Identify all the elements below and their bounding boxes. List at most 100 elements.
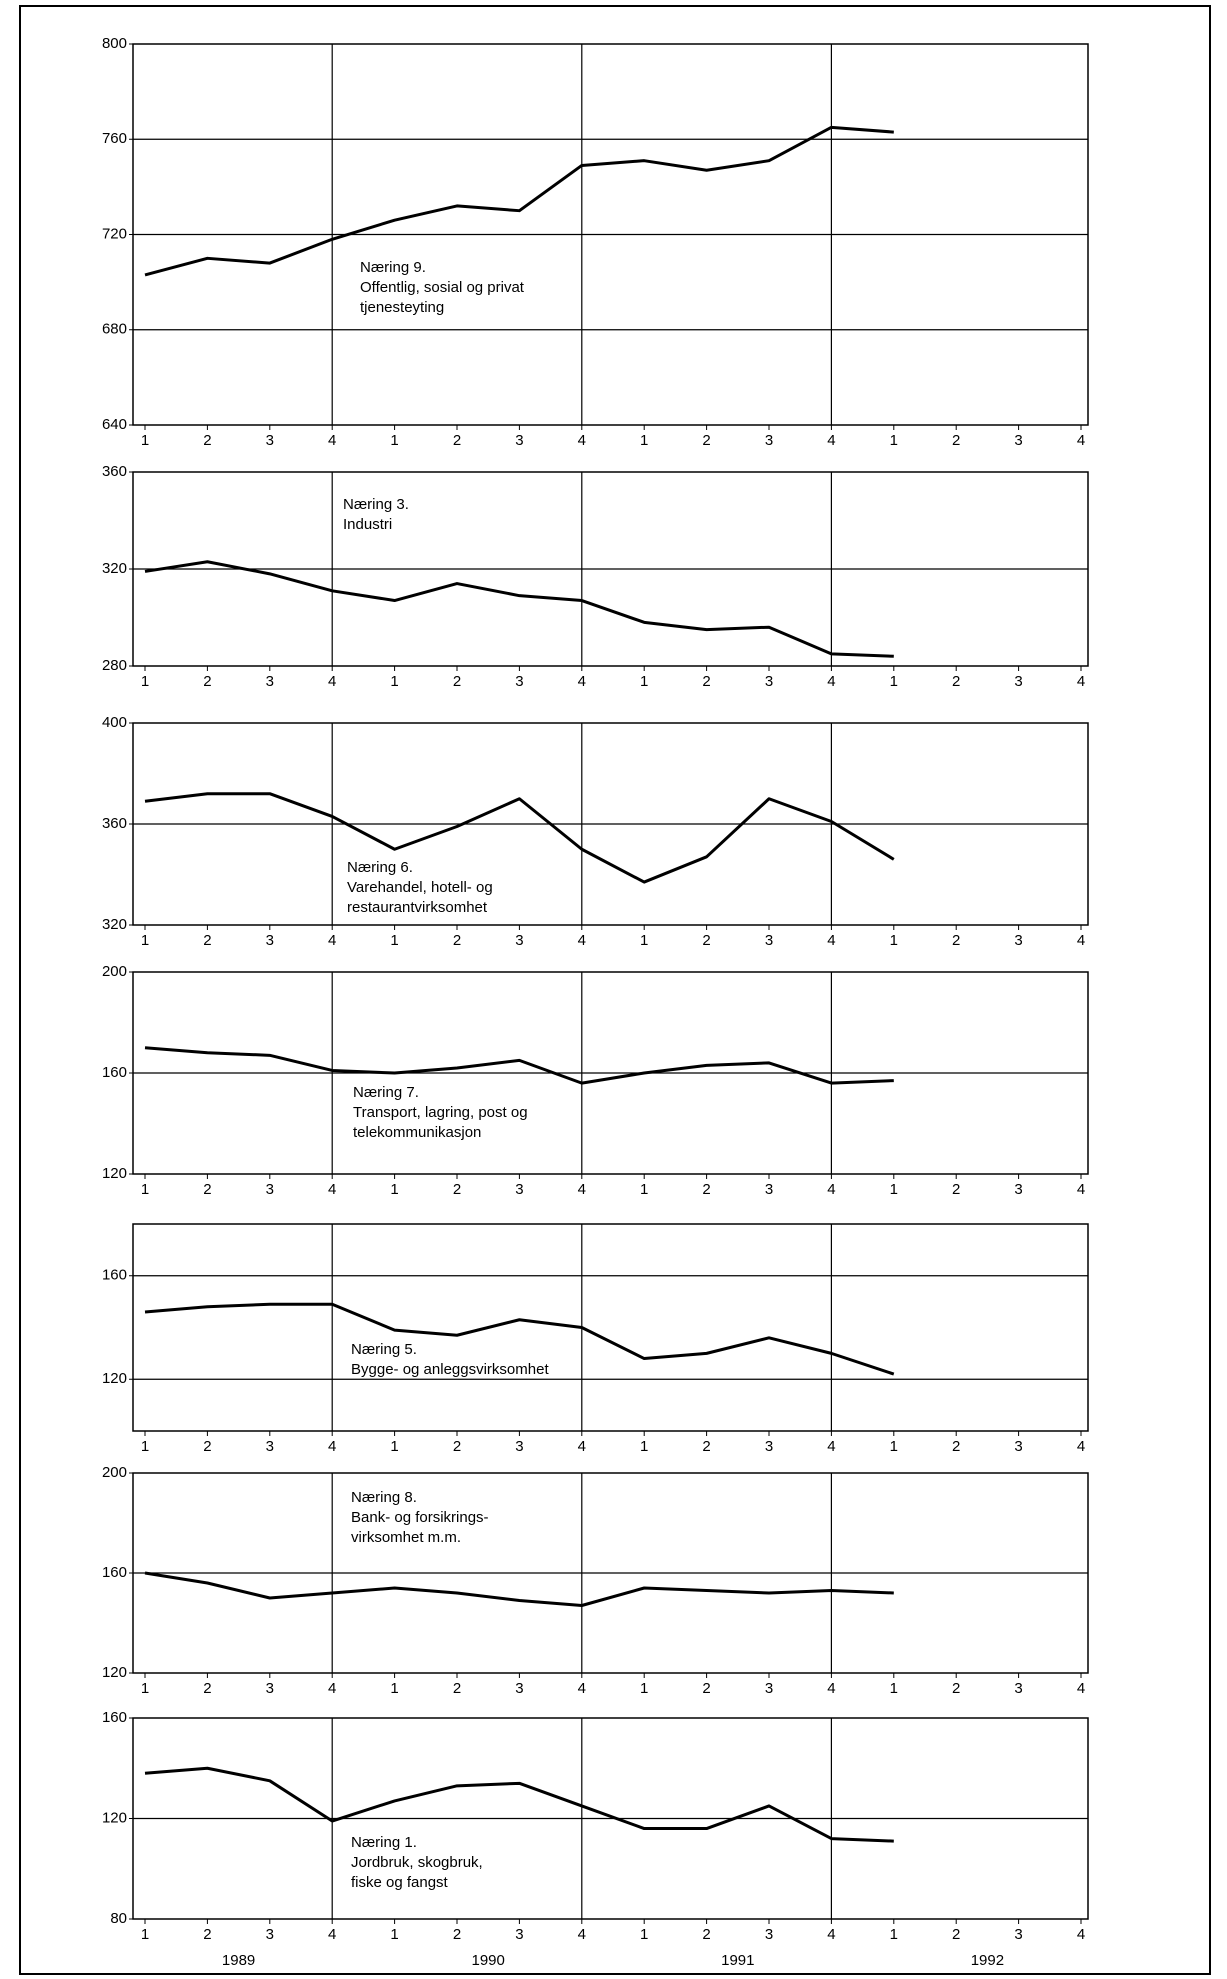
x-tick-label: 3 <box>1014 932 1022 949</box>
x-tick-label: 4 <box>578 1181 586 1198</box>
x-tick-label: 1 <box>390 1680 398 1697</box>
x-tick-label: 2 <box>702 1181 710 1198</box>
x-tick-label: 1 <box>640 1438 648 1455</box>
x-tick-label: 3 <box>1014 1926 1022 1943</box>
y-tick-label: 120 <box>102 1809 127 1826</box>
annotation: Jordbruk, skogbruk, <box>351 1854 483 1871</box>
x-tick-label: 3 <box>515 1181 523 1198</box>
x-tick-label: 4 <box>1077 1438 1085 1455</box>
plot-frame <box>132 1223 1089 1432</box>
x-tick-label: 2 <box>702 1438 710 1455</box>
y-tick-label: 280 <box>102 657 127 674</box>
annotation: telekommunikasjon <box>353 1124 481 1141</box>
x-tick-label: 2 <box>453 432 461 449</box>
y-tick-label: 360 <box>102 815 127 832</box>
x-tick-label: 1 <box>640 673 648 690</box>
x-tick-label: 1 <box>640 932 648 949</box>
annotation: Næring 7. <box>353 1084 419 1101</box>
x-tick-label: 3 <box>765 673 773 690</box>
y-tick-label: 760 <box>102 130 127 147</box>
data-line <box>144 1302 895 1376</box>
x-tick-label: 2 <box>453 932 461 949</box>
x-tick-label: 4 <box>328 432 336 449</box>
x-tick-label: 4 <box>328 1926 336 1943</box>
x-tick-label: 1 <box>890 1680 898 1697</box>
annotation: Bank- og forsikrings- <box>351 1509 489 1526</box>
x-tick-label: 3 <box>1014 1181 1022 1198</box>
x-tick-label: 2 <box>952 1926 960 1943</box>
x-tick-label: 4 <box>827 1181 835 1198</box>
x-tick-label: 3 <box>266 932 274 949</box>
x-tick-label: 1 <box>640 1926 648 1943</box>
x-tick-label: 4 <box>328 1181 336 1198</box>
x-tick-label: 2 <box>453 673 461 690</box>
x-tick-label: 1 <box>890 1181 898 1198</box>
x-tick-label: 4 <box>578 1926 586 1943</box>
x-tick-label: 2 <box>203 1926 211 1943</box>
x-tick-label: 3 <box>1014 1438 1022 1455</box>
x-tick-label: 1 <box>390 932 398 949</box>
x-tick-label: 2 <box>702 932 710 949</box>
x-tick-label: 3 <box>515 673 523 690</box>
x-tick-label: 1 <box>640 432 648 449</box>
data-line <box>144 1766 894 1843</box>
annotation: virksomhet m.m. <box>351 1529 461 1546</box>
x-tick-label: 1 <box>141 1438 149 1455</box>
annotation: Næring 8. <box>351 1489 417 1506</box>
y-tick-label: 120 <box>102 1664 127 1681</box>
annotation: Industri <box>343 516 392 533</box>
annotation: Transport, lagring, post og <box>353 1104 528 1121</box>
annotation: Næring 6. <box>347 859 413 876</box>
x-tick-label: 4 <box>578 673 586 690</box>
y-tick-label: 160 <box>102 1709 127 1726</box>
x-tick-label: 1 <box>390 1926 398 1943</box>
data-line <box>144 560 894 658</box>
x-tick-label: 4 <box>827 932 835 949</box>
x-tick-label: 3 <box>515 932 523 949</box>
x-tick-label: 1 <box>890 1438 898 1455</box>
x-tick-label: 4 <box>328 1438 336 1455</box>
x-tick-label: 4 <box>328 673 336 690</box>
x-tick-label: 4 <box>578 932 586 949</box>
x-tick-label: 2 <box>702 1680 710 1697</box>
y-tick-label: 160 <box>102 1267 127 1284</box>
x-tick-label: 3 <box>515 432 523 449</box>
x-tick-label: 1 <box>390 432 398 449</box>
x-tick-label: 4 <box>1077 932 1085 949</box>
x-tick-label: 3 <box>1014 432 1022 449</box>
y-tick-label: 120 <box>102 1370 127 1387</box>
y-tick-label: 160 <box>102 1564 127 1581</box>
y-tick-label: 720 <box>102 225 127 242</box>
x-tick-label: 2 <box>952 1181 960 1198</box>
x-tick-label: 4 <box>578 1680 586 1697</box>
x-tick-label: 1 <box>141 932 149 949</box>
x-tick-label: 1 <box>390 673 398 690</box>
x-tick-label: 2 <box>952 432 960 449</box>
x-tick-label: 3 <box>515 1438 523 1455</box>
x-tick-label: 1 <box>141 432 149 449</box>
y-tick-label: 120 <box>102 1165 127 1182</box>
y-tick-label: 640 <box>102 416 127 433</box>
x-tick-label: 3 <box>1014 673 1022 690</box>
annotation: Næring 1. <box>351 1834 417 1851</box>
x-tick-label: 1 <box>890 1926 898 1943</box>
y-tick-label: 360 <box>102 463 127 480</box>
x-tick-label: 2 <box>952 932 960 949</box>
x-tick-label: 3 <box>266 673 274 690</box>
x-tick-label: 1 <box>141 1680 149 1697</box>
x-tick-label: 4 <box>827 1438 835 1455</box>
x-tick-label: 1 <box>390 1181 398 1198</box>
annotation: restaurantvirksomhet <box>347 899 488 916</box>
x-tick-label: 4 <box>328 1680 336 1697</box>
annotation: tjenesteyting <box>360 299 444 316</box>
y-tick-label: 320 <box>102 916 127 933</box>
x-tick-label: 1 <box>141 1926 149 1943</box>
annotation: Næring 5. <box>351 1341 417 1358</box>
x-tick-label: 1 <box>890 432 898 449</box>
x-tick-label: 2 <box>702 673 710 690</box>
year-label: 1990 <box>472 1952 505 1969</box>
year-label: 1991 <box>721 1952 754 1969</box>
x-tick-label: 3 <box>266 1926 274 1943</box>
x-tick-label: 3 <box>1014 1680 1022 1697</box>
